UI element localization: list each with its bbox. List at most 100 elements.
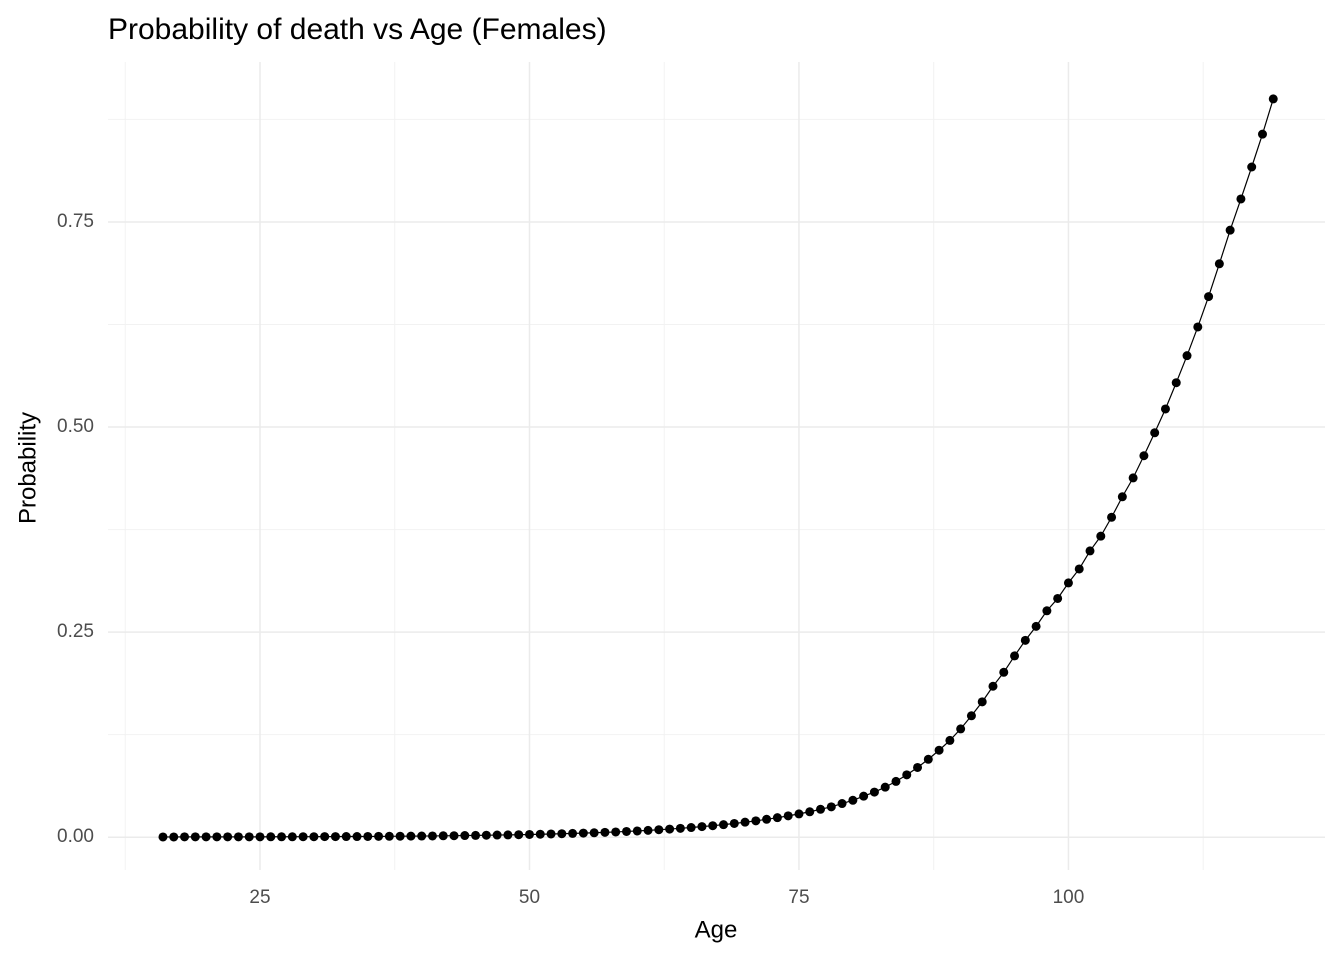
point [438, 831, 448, 841]
point [740, 817, 750, 827]
point [449, 831, 459, 841]
point [320, 832, 330, 842]
point [956, 724, 966, 734]
point [352, 832, 362, 842]
point [1031, 621, 1041, 631]
point [869, 787, 879, 797]
point [632, 826, 642, 836]
point [384, 831, 394, 841]
point [751, 816, 761, 826]
point [244, 832, 254, 842]
point [902, 770, 912, 780]
grid [108, 62, 1325, 870]
point [1160, 404, 1170, 414]
point [277, 832, 287, 842]
point [1020, 635, 1030, 645]
point [212, 832, 222, 842]
point [600, 827, 610, 837]
point [945, 735, 955, 745]
point [417, 831, 427, 841]
point [772, 813, 782, 823]
point [514, 830, 524, 840]
point [1063, 578, 1073, 588]
y-tick-label: 0.25 [57, 621, 94, 642]
point [363, 831, 373, 841]
point [848, 795, 858, 805]
y-tick-label: 0.00 [57, 826, 94, 847]
point [859, 791, 869, 801]
point [1268, 94, 1278, 104]
point [923, 754, 933, 764]
point [1042, 606, 1052, 616]
point [169, 832, 179, 842]
y-axis-title: Probability [14, 412, 41, 524]
point [578, 828, 588, 838]
point [977, 697, 987, 707]
x-axis-title: Age [695, 916, 738, 943]
point [309, 832, 319, 842]
point [546, 829, 556, 839]
point [611, 827, 621, 837]
point [1247, 162, 1257, 172]
point [826, 802, 836, 812]
point [223, 832, 233, 842]
point [557, 829, 567, 839]
point [1214, 259, 1224, 269]
point [1236, 194, 1246, 204]
point [686, 823, 696, 833]
point [255, 832, 265, 842]
point [999, 667, 1009, 677]
point [341, 832, 351, 842]
point [643, 825, 653, 835]
point [471, 830, 481, 840]
point [697, 822, 707, 832]
point [287, 832, 297, 842]
point [880, 782, 890, 792]
point [158, 832, 168, 842]
point [266, 832, 276, 842]
point [966, 711, 976, 721]
point [298, 832, 308, 842]
point [503, 830, 513, 840]
point [1257, 129, 1267, 139]
point [1053, 593, 1063, 603]
x-tick-label: 100 [1053, 887, 1085, 908]
point [1096, 531, 1106, 541]
point [1150, 428, 1160, 438]
point [1085, 546, 1095, 556]
point [654, 825, 664, 835]
point [1010, 651, 1020, 661]
point [1139, 451, 1149, 461]
point [1225, 225, 1235, 235]
point [719, 820, 729, 830]
x-tick-label: 50 [519, 887, 540, 908]
point [1107, 512, 1117, 522]
point [190, 832, 200, 842]
point [913, 762, 923, 772]
point [460, 831, 470, 841]
point [665, 824, 675, 834]
y-tick-label: 0.50 [57, 416, 94, 437]
point [589, 828, 599, 838]
point [891, 776, 901, 786]
point [934, 745, 944, 755]
point [481, 830, 491, 840]
point [395, 831, 405, 841]
point [783, 811, 793, 821]
point [201, 832, 211, 842]
point [1128, 473, 1138, 483]
point [233, 832, 243, 842]
point [621, 826, 631, 836]
point [708, 821, 718, 831]
point [816, 804, 826, 814]
point [406, 831, 416, 841]
x-tick-label: 25 [249, 887, 270, 908]
point [805, 807, 815, 817]
point [1171, 378, 1181, 388]
point [1193, 322, 1203, 332]
point [492, 830, 502, 840]
point [374, 831, 384, 841]
point [1182, 351, 1192, 361]
